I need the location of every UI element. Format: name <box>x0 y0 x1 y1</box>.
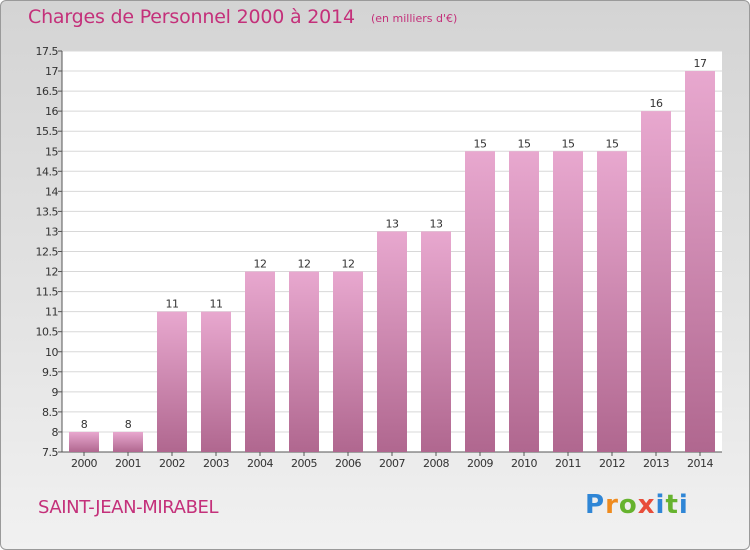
bar-value-label: 11 <box>210 298 223 311</box>
bar <box>465 151 495 452</box>
proxiti-logo: Proxiti <box>585 490 689 520</box>
y-tick-label: 8 <box>52 426 59 439</box>
bar <box>69 431 99 452</box>
y-tick-label: 17.5 <box>36 45 59 58</box>
bar <box>377 231 407 452</box>
bar-value-label: 11 <box>166 298 179 311</box>
x-tick-label: 2014 <box>687 457 713 470</box>
x-tick-label: 2013 <box>643 457 669 470</box>
y-tick-label: 9.5 <box>42 366 58 379</box>
bar <box>201 311 231 452</box>
y-tick-label: 17 <box>45 65 58 78</box>
bar-value-label: 13 <box>386 217 399 230</box>
bar <box>509 151 539 452</box>
x-tick-label: 2007 <box>379 457 405 470</box>
y-tick-label: 16 <box>45 105 58 118</box>
x-tick-label: 2003 <box>203 457 229 470</box>
y-tick-label: 11.5 <box>36 286 59 299</box>
bar <box>289 271 319 452</box>
x-tick-label: 2011 <box>555 457 581 470</box>
x-tick-label: 2012 <box>599 457 625 470</box>
y-tick-label: 14 <box>45 185 58 198</box>
bar <box>597 151 627 452</box>
x-tick-label: 2005 <box>291 457 317 470</box>
y-tick-label: 14.5 <box>36 165 59 178</box>
x-tick-label: 2009 <box>467 457 493 470</box>
y-tick-label: 9 <box>52 386 59 399</box>
y-tick-label: 11 <box>45 306 58 319</box>
bar-value-label: 8 <box>125 418 132 431</box>
chart-title: Charges de Personnel 2000 à 2014 <box>28 6 355 28</box>
bar <box>157 311 187 452</box>
bar-value-label: 12 <box>254 258 267 271</box>
y-tick-label: 15.5 <box>36 125 59 138</box>
y-tick-label: 12.5 <box>36 246 59 259</box>
y-tick-label: 13.5 <box>36 205 59 218</box>
bar-value-label: 15 <box>518 137 531 150</box>
y-tick-label: 8.5 <box>42 406 58 419</box>
x-tick-label: 2004 <box>247 457 273 470</box>
bar-value-label: 13 <box>430 217 443 230</box>
bar <box>245 271 275 452</box>
y-tick-label: 16.5 <box>36 85 59 98</box>
bar-value-label: 15 <box>562 137 575 150</box>
chart-subtitle: (en milliers d'€) <box>371 12 458 25</box>
y-tick-label: 10 <box>45 346 58 359</box>
bar <box>641 111 671 453</box>
x-tick-label: 2008 <box>423 457 449 470</box>
bar <box>685 71 715 453</box>
bar <box>553 151 583 452</box>
bar-value-label: 15 <box>606 137 619 150</box>
bar <box>113 431 143 452</box>
x-tick-label: 2010 <box>511 457 537 470</box>
x-tick-label: 2002 <box>159 457 185 470</box>
y-tick-label: 15 <box>45 145 58 158</box>
x-tick-label: 2001 <box>115 457 141 470</box>
bar-value-label: 17 <box>694 57 707 70</box>
bar-value-label: 12 <box>342 258 355 271</box>
bar-value-label: 16 <box>650 97 663 110</box>
x-tick-label: 2006 <box>335 457 361 470</box>
bar-value-label: 12 <box>298 258 311 271</box>
y-tick-label: 10.5 <box>36 326 59 339</box>
bar-value-label: 15 <box>474 137 487 150</box>
bar <box>421 231 451 452</box>
y-tick-label: 7.5 <box>42 446 58 459</box>
y-tick-label: 12 <box>45 266 58 279</box>
bar <box>333 271 363 452</box>
x-tick-label: 2000 <box>71 457 97 470</box>
commune-name: SAINT-JEAN-MIRABEL <box>38 497 219 518</box>
bar-value-label: 8 <box>81 418 88 431</box>
y-tick-label: 13 <box>45 225 58 238</box>
